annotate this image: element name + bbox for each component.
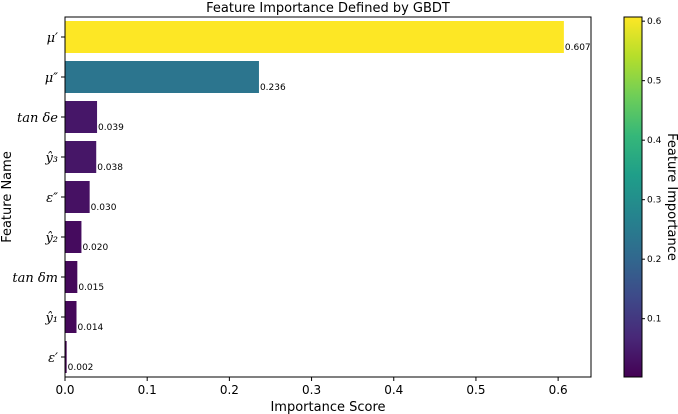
colorbar-tick-label: 0.2 (647, 255, 661, 265)
colorbar-ticks: 0.1 0.2 0.3 0.4 0.5 0.6 (642, 17, 662, 325)
bar (65, 141, 97, 173)
x-tick-label: 0.5 (466, 383, 485, 397)
x-tick-label: 0.1 (138, 383, 157, 397)
bar (65, 101, 98, 133)
y-tick-label: ε″ (46, 191, 58, 206)
y-tick-label: tan δe (17, 111, 58, 126)
bar-value-label: 0.030 (91, 203, 117, 213)
bar (65, 61, 259, 93)
bar (65, 21, 564, 53)
x-tick-label: 0.4 (384, 383, 403, 397)
y-tick-label: tan δm (12, 271, 58, 286)
y-axis-ticks: μ′ μ″ tan δe ŷ₃ ε″ ŷ₂ tan δm ŷ₁ ε′ (12, 31, 65, 366)
value-labels-group: 0.607 0.236 0.039 0.038 0.030 0.020 0.015 0.014… (68, 43, 591, 373)
bar (65, 181, 90, 213)
x-axis-ticks: 0.0 0.1 0.2 0.3 0.4 0.5 0.6 (55, 377, 568, 397)
x-tick-label: 0.6 (549, 383, 568, 397)
bar-value-label: 0.607 (565, 43, 591, 53)
bar (65, 301, 77, 333)
x-axis-label: Importance Score (270, 400, 385, 414)
x-tick-label: 0.0 (55, 383, 74, 397)
chart-title: Feature Importance Defined by GBDT (206, 1, 450, 16)
bar-value-label: 0.236 (260, 83, 286, 93)
colorbar-gradient (623, 16, 643, 378)
y-tick-label: μ″ (45, 71, 58, 86)
colorbar-label: Feature Importance (664, 133, 678, 261)
colorbar-tick-label: 0.4 (647, 136, 662, 146)
bar-value-label: 0.014 (78, 323, 104, 333)
bar-value-label: 0.038 (97, 163, 123, 173)
bar-value-label: 0.015 (78, 283, 104, 293)
bar (65, 341, 67, 373)
bar (65, 221, 82, 253)
bar-value-label: 0.002 (68, 363, 94, 373)
plot-frame (64, 16, 592, 378)
y-tick-label: ŷ₂ (44, 231, 58, 246)
colorbar-tick-label: 0.5 (647, 77, 661, 87)
colorbar-tick-label: 0.3 (647, 196, 661, 206)
bars-group (65, 21, 564, 373)
y-axis-label: Feature Name (0, 151, 15, 243)
bar-value-label: 0.020 (82, 243, 108, 253)
bar-value-label: 0.039 (98, 123, 124, 133)
colorbar-tick-label: 0.6 (647, 17, 662, 27)
y-tick-label: ŷ₁ (44, 311, 58, 326)
y-tick-label: ε′ (48, 351, 58, 366)
colorbar: 0.1 0.2 0.3 0.4 0.5 0.6 Feature Importance (623, 16, 678, 378)
y-tick-label: μ′ (47, 31, 58, 46)
x-tick-label: 0.2 (220, 383, 239, 397)
bar (65, 261, 78, 293)
colorbar-tick-label: 0.1 (647, 315, 661, 325)
y-tick-label: ŷ₃ (44, 151, 58, 166)
x-tick-label: 0.3 (302, 383, 321, 397)
